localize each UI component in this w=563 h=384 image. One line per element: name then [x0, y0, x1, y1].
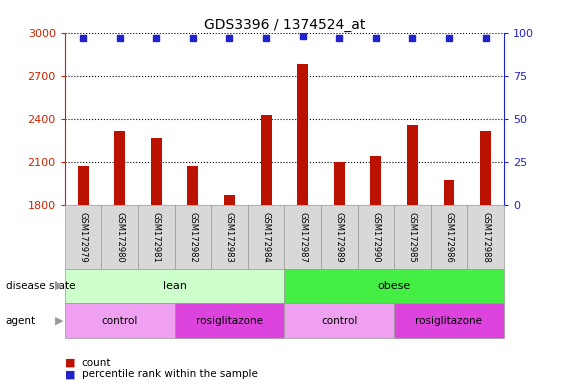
- Bar: [261, 115, 271, 205]
- Text: count: count: [82, 358, 111, 368]
- Text: control: control: [101, 316, 138, 326]
- Text: GSM172981: GSM172981: [152, 212, 160, 263]
- Bar: [334, 162, 345, 205]
- Text: GSM172982: GSM172982: [189, 212, 197, 263]
- Bar: [114, 131, 125, 205]
- Text: agent: agent: [6, 316, 36, 326]
- Text: GSM172987: GSM172987: [298, 212, 307, 263]
- Bar: [151, 138, 162, 205]
- Text: ▶: ▶: [55, 316, 64, 326]
- Text: GSM172986: GSM172986: [445, 212, 453, 263]
- Bar: [407, 125, 418, 205]
- Text: control: control: [321, 316, 358, 326]
- Text: GSM172983: GSM172983: [225, 212, 234, 263]
- Text: GSM172984: GSM172984: [262, 212, 270, 263]
- Text: GSM172985: GSM172985: [408, 212, 417, 263]
- Title: GDS3396 / 1374524_at: GDS3396 / 1374524_at: [204, 18, 365, 31]
- Text: rosiglitazone: rosiglitazone: [196, 316, 263, 326]
- Text: GSM172979: GSM172979: [79, 212, 87, 263]
- Text: obese: obese: [377, 281, 411, 291]
- Text: ■: ■: [65, 358, 75, 368]
- Text: GSM172988: GSM172988: [481, 212, 490, 263]
- Bar: [78, 166, 88, 205]
- Text: GSM172989: GSM172989: [335, 212, 343, 263]
- Bar: [370, 157, 381, 205]
- Text: percentile rank within the sample: percentile rank within the sample: [82, 369, 257, 379]
- Text: rosiglitazone: rosiglitazone: [415, 316, 482, 326]
- Text: GSM172980: GSM172980: [115, 212, 124, 263]
- Text: GSM172990: GSM172990: [372, 212, 380, 262]
- Bar: [297, 64, 308, 205]
- Text: disease state: disease state: [6, 281, 75, 291]
- Bar: [224, 195, 235, 205]
- Text: ■: ■: [65, 369, 75, 379]
- Bar: [480, 131, 491, 205]
- Bar: [187, 166, 198, 205]
- Text: ▶: ▶: [55, 281, 64, 291]
- Bar: [444, 180, 454, 205]
- Text: lean: lean: [163, 281, 186, 291]
